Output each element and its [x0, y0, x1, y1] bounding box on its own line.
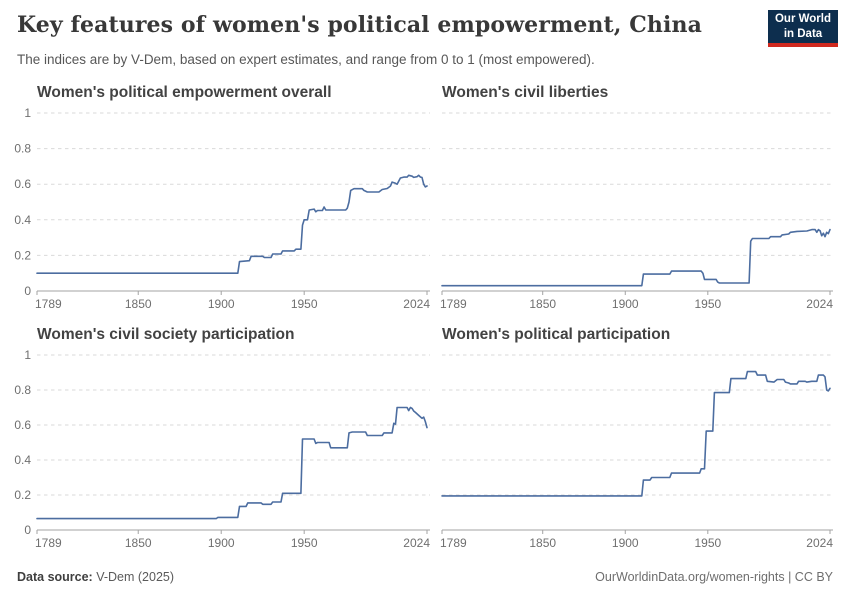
svg-text:1789: 1789: [35, 297, 62, 311]
svg-text:0.4: 0.4: [14, 213, 31, 227]
footer: Data source: V-Dem (2025) OurWorldinData…: [17, 570, 833, 586]
chart-title-political-participation: Women's political participation: [442, 326, 671, 343]
svg-text:0.2: 0.2: [14, 488, 31, 502]
svg-text:1: 1: [24, 106, 31, 120]
data-source-value: V-Dem (2025): [92, 570, 175, 584]
svg-text:1950: 1950: [291, 297, 318, 311]
svg-text:2024: 2024: [806, 536, 833, 550]
svg-text:1850: 1850: [529, 536, 556, 550]
line-chart-empowerment-overall: 0 0.2 0.4 0.6 0.8 1 1789 1850 1900 1950 2024: [14, 106, 430, 311]
page-subtitle: The indices are by V-Dem, based on exper…: [17, 52, 595, 67]
svg-text:0.8: 0.8: [14, 142, 31, 156]
svg-text:0.4: 0.4: [14, 453, 31, 467]
svg-text:1789: 1789: [35, 536, 62, 550]
line-chart-civil-society-participation: 0 0.2 0.4 0.6 0.8 1 1789 1850 1900 1950 2024: [14, 348, 430, 550]
svg-text:1789: 1789: [440, 297, 467, 311]
chart-title-empowerment-overall: Women's political empowerment overall: [37, 84, 332, 101]
svg-text:1900: 1900: [612, 297, 639, 311]
line-chart-political-participation: 1789 1850 1900 1950 2024: [440, 354, 833, 550]
credit-link[interactable]: OurWorldinData.org/women-rights | CC BY: [595, 570, 833, 584]
svg-text:1850: 1850: [125, 297, 152, 311]
page-title: Key features of women's political empowe…: [17, 12, 702, 38]
svg-text:1789: 1789: [440, 536, 467, 550]
svg-text:1950: 1950: [694, 536, 721, 550]
svg-text:1950: 1950: [291, 536, 318, 550]
chart-title-civil-society-participation: Women's civil society participation: [37, 326, 295, 343]
svg-text:1850: 1850: [529, 297, 556, 311]
svg-text:0.6: 0.6: [14, 177, 31, 191]
svg-text:1: 1: [24, 348, 31, 362]
owid-logo[interactable]: Our World in Data: [768, 10, 838, 47]
svg-text:2024: 2024: [403, 297, 430, 311]
svg-text:1900: 1900: [208, 536, 235, 550]
owid-logo-line2: in Data: [783, 27, 823, 40]
svg-text:1850: 1850: [125, 536, 152, 550]
svg-text:0.2: 0.2: [14, 248, 31, 262]
svg-text:2024: 2024: [403, 536, 430, 550]
line-chart-civil-liberties: 1789 1850 1900 1950 2024: [440, 112, 833, 311]
svg-text:0: 0: [24, 523, 31, 537]
chart-title-civil-liberties: Women's civil liberties: [442, 84, 609, 101]
data-source-label: Data source:: [17, 570, 93, 584]
svg-text:0: 0: [24, 284, 31, 298]
owid-logo-line1: Our World: [774, 13, 831, 26]
svg-text:1950: 1950: [694, 297, 721, 311]
svg-text:1900: 1900: [612, 536, 639, 550]
svg-text:2024: 2024: [806, 297, 833, 311]
svg-text:1900: 1900: [208, 297, 235, 311]
data-source: Data source: V-Dem (2025): [17, 570, 174, 584]
svg-text:0.6: 0.6: [14, 418, 31, 432]
svg-text:0.8: 0.8: [14, 383, 31, 397]
